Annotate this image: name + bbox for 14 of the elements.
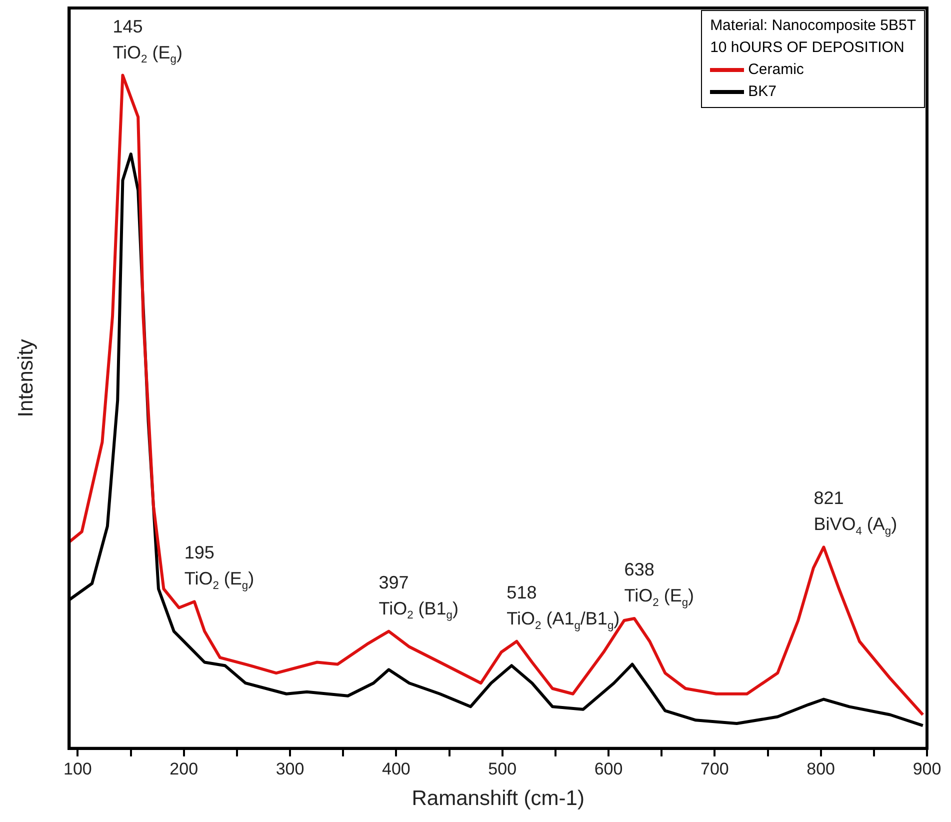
legend-label: Ceramic <box>748 60 804 80</box>
x-tick-label: 300 <box>276 759 304 778</box>
x-tick-label: 700 <box>700 759 729 778</box>
x-tick-label: 500 <box>488 759 517 778</box>
y-axis-title: Intensity <box>14 338 38 418</box>
x-tick-label: 900 <box>912 759 942 778</box>
x-tick-label: 200 <box>170 759 198 778</box>
x-tick-label: 100 <box>64 759 92 778</box>
x-tick-label: 600 <box>594 759 623 778</box>
legend-label: BK7 <box>748 82 776 102</box>
legend-title: Material: Nanocomposite 5B5T 10 hOURS OF DEPOSITION <box>710 16 916 58</box>
x-tick-label: 800 <box>806 759 836 778</box>
x-tick-label: 400 <box>382 759 410 778</box>
x-axis-title: Ramanshift (cm-1) <box>412 787 584 810</box>
